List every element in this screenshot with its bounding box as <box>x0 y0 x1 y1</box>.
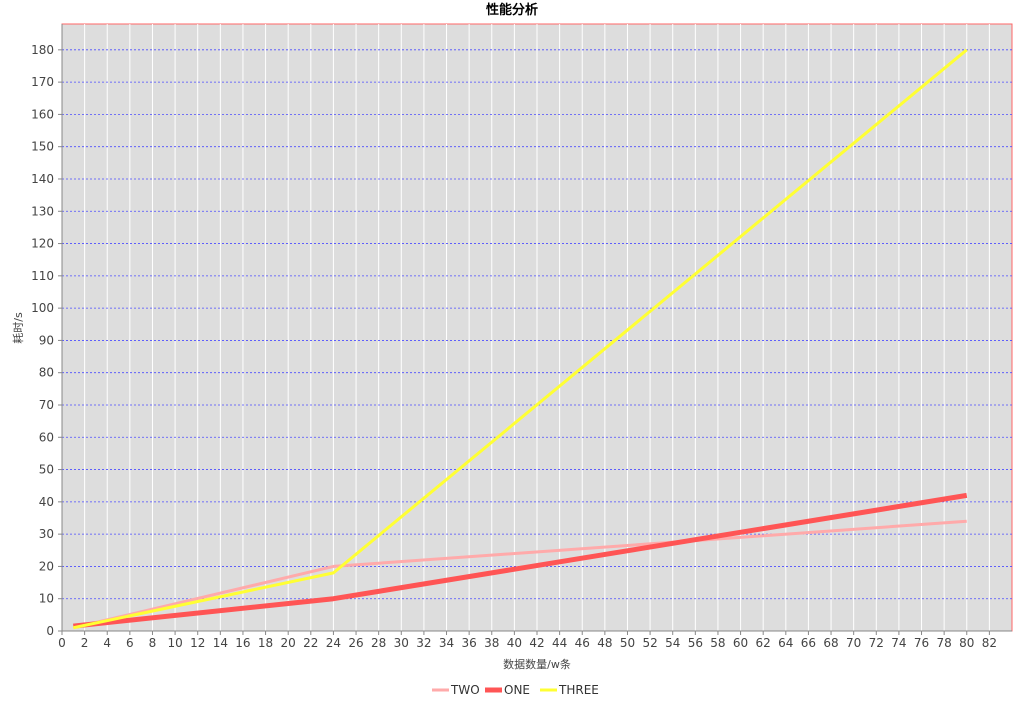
y-tick-label: 30 <box>39 527 54 541</box>
x-tick-label: 82 <box>982 636 997 650</box>
x-tick-label: 24 <box>326 636 341 650</box>
y-tick-label: 130 <box>31 204 54 218</box>
x-tick-label: 10 <box>167 636 182 650</box>
legend-label-one: ONE <box>504 683 530 697</box>
y-tick-label: 170 <box>31 75 54 89</box>
x-tick-label: 34 <box>439 636 454 650</box>
x-tick-label: 18 <box>258 636 273 650</box>
x-tick-label: 36 <box>462 636 477 650</box>
x-tick-label: 46 <box>575 636 590 650</box>
x-tick-label: 62 <box>756 636 771 650</box>
y-tick-label: 70 <box>39 398 54 412</box>
legend-label-two: TWO <box>450 683 480 697</box>
y-tick-label: 100 <box>31 301 54 315</box>
y-tick-label: 20 <box>39 559 54 573</box>
x-tick-label: 40 <box>507 636 522 650</box>
x-tick-label: 30 <box>394 636 409 650</box>
y-tick-label: 160 <box>31 107 54 121</box>
x-tick-label: 26 <box>348 636 363 650</box>
x-tick-label: 76 <box>914 636 929 650</box>
x-tick-label: 64 <box>778 636 793 650</box>
y-tick-labels: 0 10 20 30 40 50 60 70 80 90 100 110 120 130 140 150 160… <box>31 43 62 638</box>
x-tick-label: 78 <box>937 636 952 650</box>
x-tick-label: 4 <box>103 636 111 650</box>
y-tick-label: 0 <box>46 624 54 638</box>
x-tick-label: 20 <box>281 636 296 650</box>
vertical-gridlines <box>84 24 990 631</box>
x-tick-labels: 0 2 4 6 8 10 12 14 16 18 20 22 24 26 28 30 32 34 36 38 40 42 4… <box>58 631 997 650</box>
x-tick-label: 72 <box>869 636 884 650</box>
x-tick-label: 8 <box>149 636 157 650</box>
y-tick-label: 60 <box>39 430 54 444</box>
x-tick-label: 28 <box>371 636 386 650</box>
series-line-three <box>72 48 968 630</box>
x-tick-label: 68 <box>823 636 838 650</box>
x-tick-label: 66 <box>801 636 816 650</box>
x-tick-label: 56 <box>688 636 703 650</box>
x-tick-label: 58 <box>710 636 725 650</box>
x-tick-label: 52 <box>642 636 657 650</box>
y-tick-label: 90 <box>39 333 54 347</box>
x-tick-label: 22 <box>303 636 318 650</box>
y-tick-label: 150 <box>31 140 54 154</box>
y-tick-label: 180 <box>31 43 54 57</box>
x-tick-label: 54 <box>665 636 680 650</box>
y-tick-label: 110 <box>31 269 54 283</box>
x-tick-label: 6 <box>126 636 134 650</box>
x-tick-label: 32 <box>416 636 431 650</box>
x-tick-label: 48 <box>597 636 612 650</box>
y-tick-label: 50 <box>39 463 54 477</box>
series-line-one <box>73 492 968 629</box>
x-tick-label: 12 <box>190 636 205 650</box>
legend-label-three: THREE <box>558 683 599 697</box>
y-tick-label: 140 <box>31 172 54 186</box>
x-tick-label: 0 <box>58 636 66 650</box>
series-line-two <box>72 519 967 630</box>
series-lines <box>72 48 968 630</box>
x-tick-label: 70 <box>846 636 861 650</box>
x-tick-label: 38 <box>484 636 499 650</box>
x-tick-label: 44 <box>552 636 567 650</box>
x-tick-label: 50 <box>620 636 635 650</box>
chart-title: 性能分析 <box>486 2 538 18</box>
x-tick-label: 80 <box>959 636 974 650</box>
x-tick-label: 16 <box>235 636 250 650</box>
x-tick-label: 74 <box>891 636 906 650</box>
x-tick-label: 14 <box>213 636 228 650</box>
x-tick-label: 60 <box>733 636 748 650</box>
y-tick-label: 120 <box>31 237 54 251</box>
x-axis-label: 数据数量/w条 <box>503 657 571 671</box>
x-tick-label: 42 <box>529 636 544 650</box>
legend: TWO ONE THREE <box>432 683 599 697</box>
y-tick-label: 40 <box>39 495 54 509</box>
x-tick-label: 2 <box>81 636 89 650</box>
y-tick-label: 80 <box>39 366 54 380</box>
y-tick-label: 10 <box>39 592 54 606</box>
y-axis-label: 耗时/s <box>12 312 25 344</box>
